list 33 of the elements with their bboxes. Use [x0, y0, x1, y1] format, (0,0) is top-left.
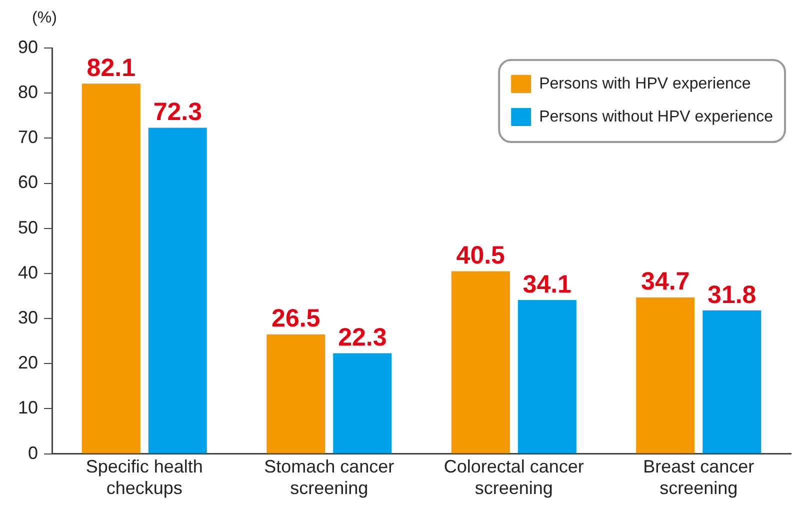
bar [266, 334, 326, 454]
y-tick-label: 50 [18, 217, 38, 238]
data-label: 31.8 [708, 280, 756, 309]
x-tick-label: Stomach cancer screening [264, 456, 394, 498]
y-tick-label: 80 [18, 82, 38, 102]
y-tick-label: 40 [18, 262, 38, 282]
legend-label: Persons without HPV experience [539, 108, 774, 126]
data-label: 40.5 [456, 242, 506, 270]
data-label: 82.1 [86, 54, 136, 82]
data-label: 72.3 [153, 98, 202, 126]
bar [518, 300, 576, 454]
bar [702, 310, 762, 454]
y-tick-label: 60 [18, 172, 38, 192]
bar [333, 353, 392, 454]
x-tick-label: Breast cancer screening [643, 456, 754, 498]
y-tick-label: 0 [28, 442, 38, 463]
data-label: 22.3 [338, 324, 387, 352]
bar [82, 84, 140, 454]
y-tick-label: 20 [18, 352, 38, 373]
y-tick-label: 30 [18, 308, 38, 328]
y-axis-title: (%) [32, 9, 57, 26]
y-tick-label: 90 [18, 36, 38, 57]
legend-label: Persons with HPV experience [539, 75, 751, 92]
bar [148, 128, 207, 454]
data-label: 26.5 [272, 304, 320, 333]
bar [636, 297, 695, 454]
y-tick-label: 70 [18, 127, 38, 148]
bar [451, 271, 510, 454]
x-tick-label: Colorectal cancer screening [444, 456, 584, 498]
data-label: 34.1 [522, 270, 572, 298]
data-label: 34.7 [641, 268, 690, 296]
x-tick-label: Specific health checkups [86, 456, 203, 498]
y-tick-label: 10 [18, 398, 38, 418]
